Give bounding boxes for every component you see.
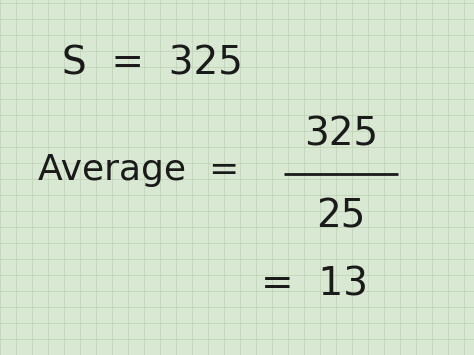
Text: =  13: = 13 <box>261 265 368 303</box>
Text: Average  =: Average = <box>38 153 239 187</box>
Text: S  =  325: S = 325 <box>62 45 243 83</box>
Text: 325: 325 <box>304 116 378 154</box>
Text: 25: 25 <box>317 197 366 236</box>
